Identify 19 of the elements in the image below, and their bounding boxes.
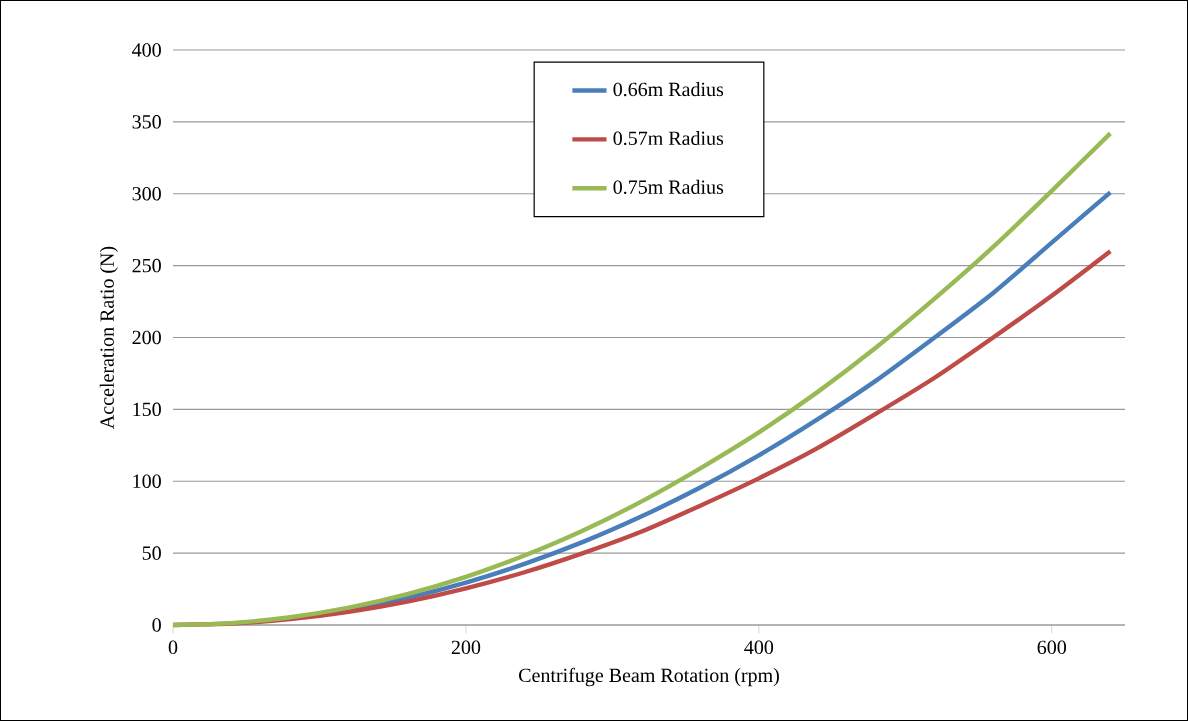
y-tick-label: 0 bbox=[152, 618, 161, 632]
x-tick-label: 200 bbox=[451, 640, 481, 655]
legend-label: 0.66m Radius bbox=[613, 82, 724, 97]
y-tick-label: 350 bbox=[132, 115, 161, 129]
y-tick-label: 400 bbox=[132, 43, 161, 57]
line-series bbox=[170, 131, 1113, 628]
legend-label: 0.75m Radius bbox=[613, 179, 724, 194]
y-tick-label: 50 bbox=[142, 546, 161, 560]
y-tick-label: 150 bbox=[133, 402, 161, 417]
y-tick-label: 300 bbox=[132, 186, 161, 201]
y-tick-label: 200 bbox=[132, 330, 161, 345]
y-tick-label: 250 bbox=[132, 258, 161, 273]
x-axis-title: Centrifuge Beam Rotation (rpm) bbox=[519, 667, 779, 687]
y-axis-title: Acceleration Ratio (N) bbox=[99, 246, 118, 429]
x-tick-label: 600 bbox=[1037, 640, 1067, 655]
x-tick-label: 0 bbox=[168, 640, 178, 655]
y-tick-label: 100 bbox=[133, 474, 161, 488]
legend-label: 0.57m Radius bbox=[613, 130, 724, 146]
x-tick-label: 400 bbox=[744, 640, 774, 655]
